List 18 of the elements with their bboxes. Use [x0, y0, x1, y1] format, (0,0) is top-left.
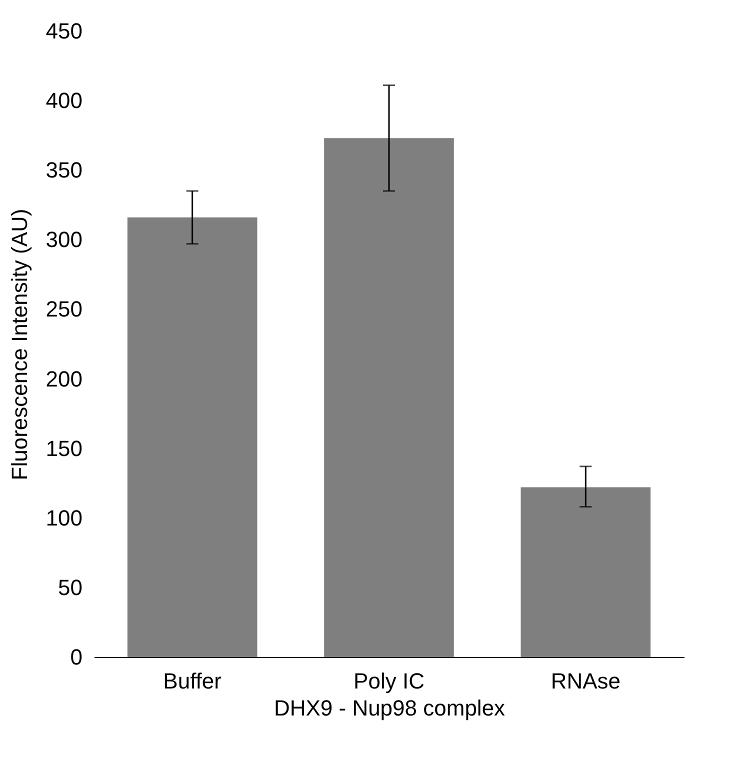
x-tick-label: Poly IC — [354, 668, 425, 694]
y-tick-label: 50 — [58, 574, 82, 600]
bar — [324, 138, 454, 657]
y-tick-label: 100 — [46, 505, 82, 530]
x-tick-label: Buffer — [163, 668, 222, 694]
y-tick-label: 200 — [46, 366, 82, 392]
y-axis-title: Fluorescence Intensity (AU) — [6, 208, 32, 480]
x-axis-title: DHX9 - Nup98 complex — [274, 696, 506, 720]
y-tick-label: 150 — [46, 436, 82, 461]
x-tick-label: RNAse — [550, 668, 621, 694]
bar — [127, 217, 258, 657]
y-tick-label: 0 — [70, 644, 82, 670]
y-tick-label: 400 — [46, 88, 82, 114]
y-tick-label: 250 — [46, 296, 82, 322]
bar — [520, 487, 651, 657]
y-tick-label: 350 — [46, 158, 82, 183]
y-tick-label: 300 — [46, 227, 82, 252]
y-tick-label: 450 — [46, 18, 82, 44]
